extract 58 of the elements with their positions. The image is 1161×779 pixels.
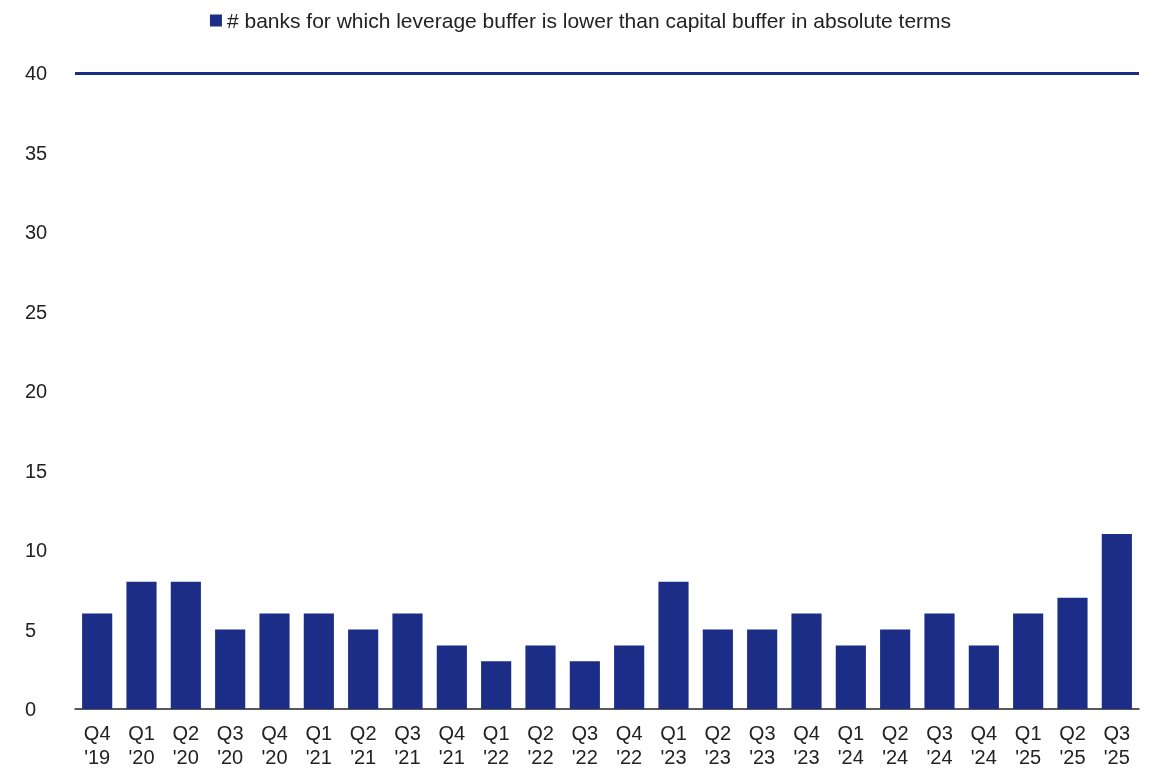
x-tick-label: Q1 '23 [660, 722, 687, 768]
bar [924, 613, 955, 709]
y-tick-label: 5 [25, 618, 37, 641]
y-tick-label: 35 [25, 141, 48, 164]
bar [215, 629, 246, 709]
x-tick-label: Q4 '19 [83, 722, 111, 768]
x-tick-label: Q4 '23 [793, 722, 820, 768]
bar [747, 629, 778, 709]
x-tick-label: Q3 '24 [926, 722, 953, 768]
x-tick-label: Q1 '22 [482, 722, 510, 768]
x-tick-label: Q4 '22 [615, 722, 643, 768]
x-tick-label: Q2 '21 [349, 722, 377, 768]
x-tick-label: Q4 '24 [970, 722, 998, 768]
x-tick-label: Q2 '22 [527, 722, 554, 768]
bar [702, 629, 733, 709]
y-tick-label: 40 [25, 62, 48, 84]
bar [968, 645, 999, 709]
y-tick-label: 25 [25, 300, 48, 323]
bar [481, 661, 512, 709]
bar [170, 581, 201, 709]
x-tick-label: Q3 '21 [394, 722, 421, 768]
y-tick-label: 20 [25, 380, 48, 402]
x-tick-label: Q3 '22 [571, 722, 599, 768]
bar [880, 629, 911, 709]
y-tick-label: 0 [25, 698, 37, 720]
bar [569, 661, 600, 709]
bar [303, 613, 334, 709]
bar [525, 645, 556, 709]
bar [436, 645, 467, 709]
x-tick-label: Q3 '20 [216, 722, 244, 768]
bar [348, 629, 379, 709]
x-tick-label: Q3 '25 [1103, 722, 1131, 768]
bar [392, 613, 423, 709]
x-tick-label: Q4 '20 [261, 722, 288, 768]
x-tick-label: Q3 '23 [748, 722, 776, 768]
bar [126, 581, 157, 709]
bar [259, 613, 290, 709]
x-tick-label: Q2 '23 [704, 722, 732, 768]
x-tick-label: Q2 '20 [172, 722, 200, 768]
bar [658, 581, 689, 709]
x-tick-label: Q1 '21 [305, 722, 333, 768]
y-tick-label: 10 [25, 539, 48, 561]
x-tick-label: Q1 '24 [837, 722, 865, 768]
bar [791, 613, 822, 709]
legend-label: # banks for which leverage buffer is lower than capital buffer in absolute terms [226, 9, 952, 32]
y-tick-label: 30 [25, 221, 48, 243]
x-tick-label: Q1 '25 [1014, 722, 1042, 768]
y-tick-label: 15 [25, 459, 48, 482]
bar [1057, 597, 1088, 709]
bar [835, 645, 866, 709]
x-tick-label: Q4 '21 [438, 722, 466, 768]
x-tick-label: Q1 '20 [128, 722, 155, 768]
x-tick-label: Q2 '25 [1059, 722, 1086, 768]
bar [82, 613, 113, 709]
bar [1101, 534, 1132, 709]
bar [1013, 613, 1044, 709]
x-tick-label: Q2 '24 [881, 722, 909, 768]
bar [614, 645, 645, 709]
